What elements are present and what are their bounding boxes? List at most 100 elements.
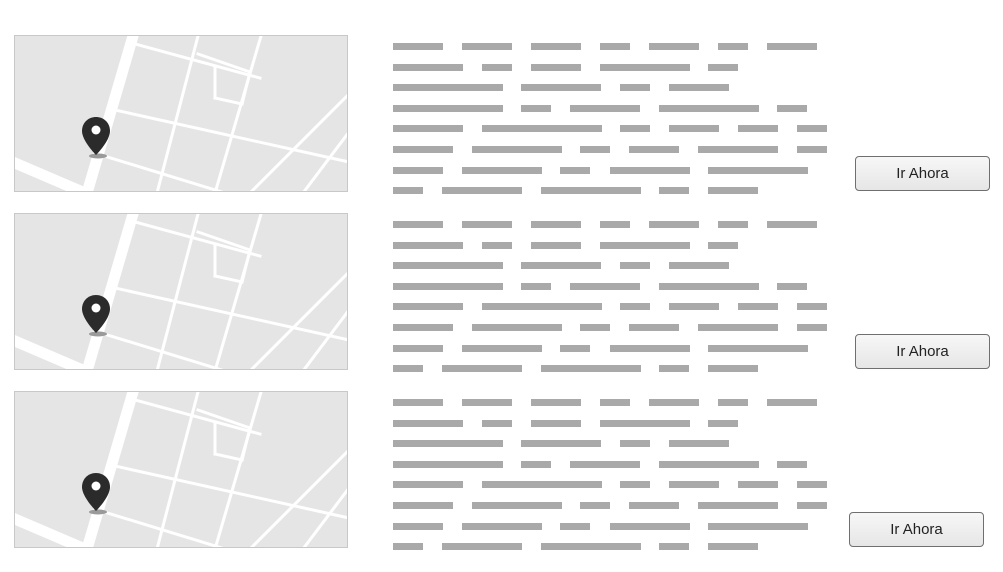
placeholder-text-line <box>393 419 833 427</box>
placeholder-word <box>531 419 581 427</box>
placeholder-word <box>541 543 641 551</box>
placeholder-word <box>521 84 601 92</box>
placeholder-word <box>797 324 827 331</box>
placeholder-word <box>442 187 522 195</box>
map-streets <box>15 214 347 369</box>
placeholder-word <box>462 221 512 228</box>
placeholder-word <box>649 399 699 406</box>
placeholder-word <box>718 43 748 50</box>
placeholder-word <box>393 303 463 311</box>
placeholder-word <box>393 262 503 270</box>
placeholder-word <box>708 187 758 195</box>
description-placeholder <box>393 221 833 373</box>
placeholder-word <box>462 166 542 174</box>
description-placeholder <box>393 43 833 195</box>
placeholder-word <box>570 460 640 468</box>
placeholder-word <box>659 543 689 551</box>
placeholder-word <box>442 543 522 551</box>
placeholder-word <box>393 324 453 331</box>
placeholder-word <box>521 262 601 270</box>
placeholder-word <box>698 502 778 509</box>
placeholder-word <box>659 104 759 112</box>
placeholder-word <box>560 344 590 352</box>
placeholder-word <box>541 187 641 195</box>
placeholder-word <box>393 221 443 228</box>
placeholder-text-line <box>393 146 833 153</box>
placeholder-word <box>669 481 719 489</box>
result-card: Ir Ahora <box>0 178 1003 373</box>
placeholder-word <box>797 146 827 153</box>
map-thumbnail[interactable] <box>14 213 348 370</box>
placeholder-text-line <box>393 502 833 509</box>
go-now-button[interactable]: Ir Ahora <box>855 156 990 191</box>
placeholder-word <box>531 43 581 50</box>
placeholder-text-line <box>393 522 833 530</box>
placeholder-word <box>600 221 630 228</box>
placeholder-word <box>393 522 443 530</box>
go-now-button[interactable]: Ir Ahora <box>849 512 984 547</box>
placeholder-word <box>393 104 503 112</box>
placeholder-word <box>669 262 729 270</box>
placeholder-word <box>767 399 817 406</box>
placeholder-word <box>629 502 679 509</box>
placeholder-word <box>797 481 827 489</box>
placeholder-word <box>649 221 699 228</box>
placeholder-text-line <box>393 282 833 290</box>
placeholder-word <box>738 481 778 489</box>
description-placeholder <box>393 399 833 551</box>
placeholder-word <box>600 419 690 427</box>
placeholder-text-line <box>393 104 833 112</box>
placeholder-word <box>521 282 551 290</box>
map-streets <box>15 392 347 547</box>
placeholder-text-line <box>393 166 833 174</box>
placeholder-text-line <box>393 303 833 311</box>
placeholder-text-line <box>393 344 833 352</box>
placeholder-word <box>708 166 808 174</box>
placeholder-word <box>669 125 719 133</box>
map-pin-icon <box>82 117 110 159</box>
placeholder-word <box>629 146 679 153</box>
placeholder-word <box>659 187 689 195</box>
placeholder-word <box>610 166 690 174</box>
placeholder-word <box>610 344 690 352</box>
placeholder-text-line <box>393 125 833 133</box>
placeholder-word <box>531 221 581 228</box>
placeholder-text-line <box>393 63 833 71</box>
placeholder-word <box>482 241 512 249</box>
placeholder-word <box>620 481 650 489</box>
placeholder-word <box>708 63 738 71</box>
placeholder-word <box>580 324 610 331</box>
placeholder-word <box>393 282 503 290</box>
placeholder-word <box>462 43 512 50</box>
placeholder-word <box>629 324 679 331</box>
placeholder-word <box>393 63 463 71</box>
placeholder-word <box>708 543 758 551</box>
placeholder-word <box>393 399 443 406</box>
placeholder-word <box>797 125 827 133</box>
placeholder-word <box>777 460 807 468</box>
placeholder-word <box>669 440 729 448</box>
placeholder-word <box>620 262 650 270</box>
placeholder-word <box>610 522 690 530</box>
placeholder-word <box>482 63 512 71</box>
placeholder-word <box>708 344 808 352</box>
placeholder-word <box>521 460 551 468</box>
placeholder-text-line <box>393 241 833 249</box>
placeholder-word <box>521 104 551 112</box>
placeholder-word <box>393 440 503 448</box>
map-thumbnail[interactable] <box>14 35 348 192</box>
placeholder-word <box>393 419 463 427</box>
placeholder-word <box>570 104 640 112</box>
result-card: Ir Ahora <box>0 0 1003 195</box>
placeholder-word <box>482 303 602 311</box>
placeholder-word <box>620 440 650 448</box>
result-card: Ir Ahora <box>0 356 1003 551</box>
placeholder-word <box>393 365 423 373</box>
placeholder-word <box>442 365 522 373</box>
placeholder-text-line <box>393 399 833 406</box>
map-thumbnail[interactable] <box>14 391 348 548</box>
placeholder-word <box>393 125 463 133</box>
placeholder-word <box>708 419 738 427</box>
placeholder-word <box>620 303 650 311</box>
go-now-button[interactable]: Ir Ahora <box>855 334 990 369</box>
